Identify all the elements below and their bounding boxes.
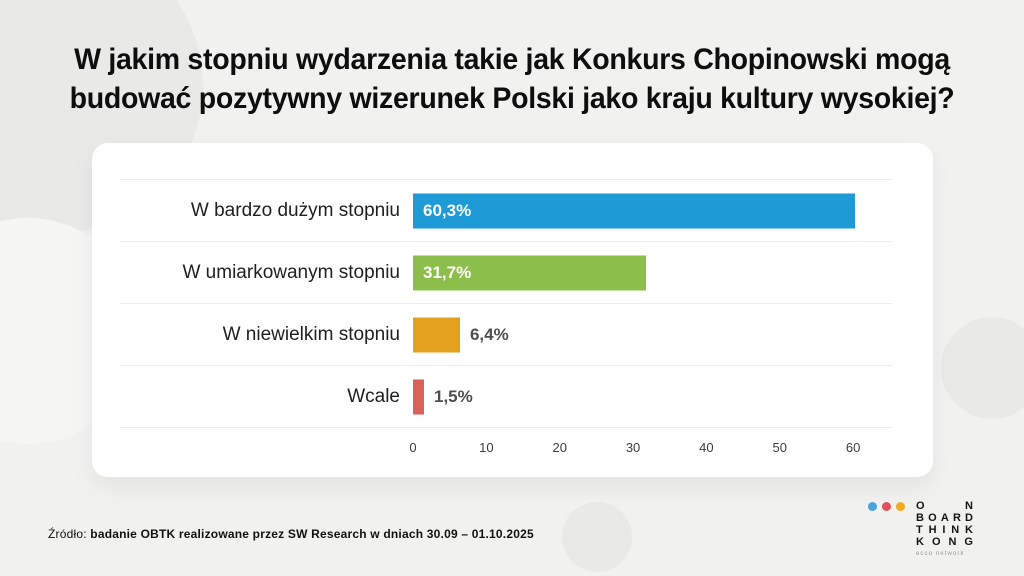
- source-text: badanie OBTK realizowane przez SW Resear…: [90, 527, 534, 541]
- chart-row: W niewielkim stopniu 6,4%: [120, 303, 892, 365]
- bar-value-label: 60,3%: [423, 200, 472, 220]
- decorative-circle-right: [941, 317, 1024, 419]
- source-note: Źródło: badanie OBTK realizowane przez S…: [48, 527, 534, 541]
- chart-row: W bardzo dużym stopniu 60,3%: [120, 179, 892, 241]
- logo-dot-icon: [868, 502, 877, 511]
- bar-value-label: 31,7%: [423, 262, 472, 282]
- chart-card: W bardzo dużym stopniu 60,3% W umiarkowany…: [92, 143, 933, 477]
- x-axis-tick: 30: [625, 440, 641, 455]
- bar: [413, 193, 856, 228]
- category-label: W bardzo dużym stopniu: [190, 199, 400, 221]
- bar-track: 31,7%: [413, 242, 892, 303]
- bar-track: 6,4%: [413, 304, 892, 365]
- page-title-line2: budować pozytywny wizerunek Polski jako …: [69, 82, 955, 115]
- x-axis-spacer: [120, 428, 400, 477]
- bar: [413, 255, 646, 290]
- page-title-line1: W jakim stopniu wydarzenia takie jak Kon…: [74, 43, 950, 76]
- x-axis-tick: 10: [479, 440, 494, 455]
- page-title: W jakim stopniu wydarzenia takie jak Kon…: [26, 40, 999, 118]
- bar: [413, 379, 424, 414]
- bar-value-label: 6,4%: [469, 324, 509, 344]
- x-axis-tick: 20: [552, 440, 567, 455]
- x-axis-tick: 50: [772, 440, 787, 455]
- x-axis-track: 0 10 20 30 40 50 60: [409, 428, 892, 477]
- chart-rows: W bardzo dużym stopniu 60,3% W umiarkowany…: [120, 179, 892, 427]
- source-prefix: Źródło:: [48, 527, 87, 541]
- x-axis-tick: 40: [699, 440, 714, 455]
- logo-tagline: ecco network: [916, 551, 965, 557]
- category-label: W umiarkowanym stopniu: [182, 261, 400, 283]
- bar-track: 1,5%: [413, 366, 892, 427]
- chart-row: Wcale 1,5%: [120, 365, 892, 427]
- x-axis-tick: 60: [845, 440, 861, 455]
- chart-row: W umiarkowanym stopniu 31,7%: [120, 241, 892, 303]
- category-label: Wcale: [347, 385, 400, 407]
- category-label: W niewielkim stopniu: [222, 323, 400, 345]
- logo-dots: [868, 502, 905, 511]
- x-axis-tick: 0: [409, 440, 417, 455]
- bar: [413, 317, 460, 352]
- bar-track: 60,3%: [413, 180, 892, 241]
- logo-dot-icon: [882, 502, 891, 511]
- x-axis: 0 10 20 30 40 50 60: [120, 427, 892, 477]
- bar-value-label: 1,5%: [434, 386, 473, 406]
- logo-dot-icon: [896, 502, 905, 511]
- decorative-circle-bottom: [562, 502, 632, 572]
